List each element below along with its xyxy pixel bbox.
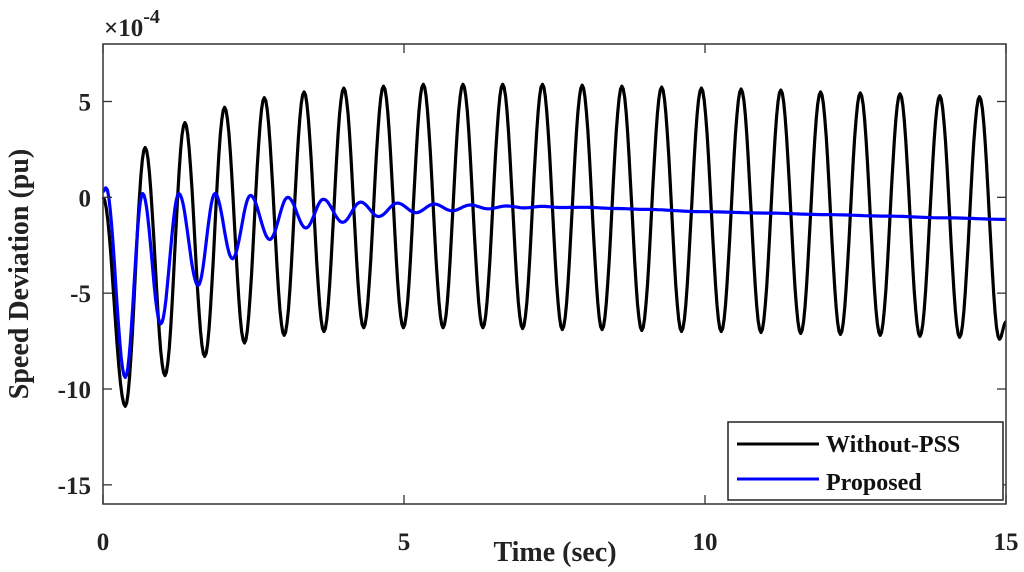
tick-layer: 0 5 10 15 -15 -10 -5 0 5 [58, 44, 1019, 556]
x-axis-label: Time (sec) [493, 537, 616, 568]
y-tick-label: -10 [58, 377, 91, 404]
series-line-proposed [101, 186, 1006, 380]
y-multiplier: ×10-4 [104, 6, 160, 42]
x-tick-label: 0 [97, 529, 110, 556]
y-axis-label: Speed Deviation (pu) [4, 149, 35, 399]
plot-frame [102, 43, 1007, 505]
y-tick-label: 0 [79, 185, 92, 212]
x-tick-label: 5 [398, 529, 411, 556]
y-tick-label: -5 [70, 281, 91, 308]
legend: Without-PSS Proposed [727, 421, 1004, 501]
legend-label-without-pss: Without-PSS [826, 432, 960, 458]
y-multiplier-base: ×10 [104, 15, 143, 42]
y-multiplier-exponent: -4 [143, 6, 160, 28]
series-line-without-pss [101, 82, 1008, 408]
series-layer [101, 82, 1008, 408]
y-tick-label: -15 [58, 473, 91, 500]
legend-box [727, 421, 1004, 501]
legend-label-proposed: Proposed [826, 470, 922, 496]
x-tick-label: 10 [693, 529, 718, 556]
x-tick-label: 15 [994, 529, 1019, 556]
y-tick-label: 5 [79, 90, 92, 117]
